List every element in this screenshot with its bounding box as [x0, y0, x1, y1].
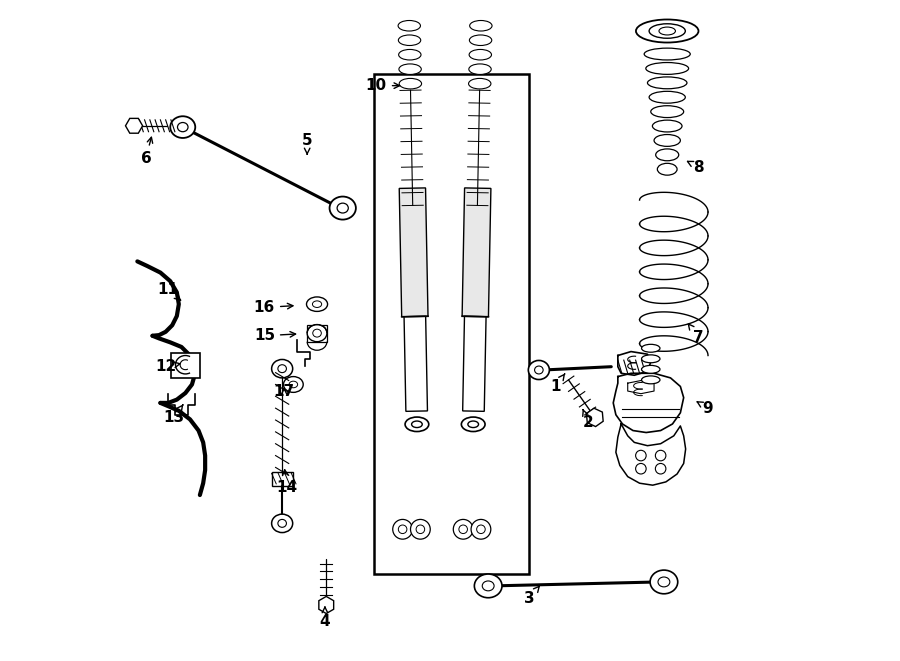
- Ellipse shape: [272, 360, 292, 378]
- Ellipse shape: [289, 381, 298, 388]
- Ellipse shape: [307, 325, 327, 342]
- Polygon shape: [616, 424, 686, 485]
- Ellipse shape: [651, 106, 684, 118]
- Ellipse shape: [469, 79, 491, 89]
- Ellipse shape: [338, 203, 348, 213]
- Ellipse shape: [272, 514, 292, 533]
- Ellipse shape: [652, 120, 682, 132]
- Ellipse shape: [468, 421, 479, 428]
- Text: 3: 3: [524, 586, 539, 606]
- Ellipse shape: [410, 520, 430, 539]
- Text: 5: 5: [302, 134, 312, 154]
- Text: 17: 17: [274, 383, 294, 399]
- Text: 15: 15: [254, 329, 295, 343]
- Ellipse shape: [313, 329, 321, 337]
- Ellipse shape: [642, 376, 660, 384]
- Ellipse shape: [329, 196, 356, 219]
- Ellipse shape: [278, 520, 286, 527]
- Ellipse shape: [392, 520, 412, 539]
- Ellipse shape: [399, 35, 420, 46]
- Ellipse shape: [636, 19, 698, 42]
- Text: 16: 16: [254, 300, 293, 315]
- Text: 6: 6: [140, 137, 153, 165]
- Text: 9: 9: [698, 401, 714, 416]
- Ellipse shape: [477, 525, 485, 533]
- Polygon shape: [400, 188, 428, 317]
- Ellipse shape: [659, 27, 675, 35]
- Ellipse shape: [654, 135, 680, 146]
- Ellipse shape: [642, 355, 660, 363]
- Circle shape: [635, 450, 646, 461]
- Text: 13: 13: [163, 405, 184, 425]
- Ellipse shape: [657, 163, 677, 175]
- Polygon shape: [613, 373, 684, 432]
- Ellipse shape: [284, 377, 303, 393]
- Ellipse shape: [454, 520, 473, 539]
- Ellipse shape: [459, 525, 467, 533]
- Ellipse shape: [647, 77, 687, 89]
- Circle shape: [655, 463, 666, 474]
- Ellipse shape: [307, 297, 328, 311]
- Ellipse shape: [644, 48, 690, 60]
- Polygon shape: [463, 317, 486, 411]
- Ellipse shape: [528, 360, 549, 379]
- Ellipse shape: [469, 50, 491, 60]
- Ellipse shape: [416, 525, 425, 533]
- Ellipse shape: [649, 24, 685, 38]
- Ellipse shape: [170, 116, 195, 138]
- Ellipse shape: [399, 64, 421, 75]
- Ellipse shape: [312, 301, 321, 307]
- Text: 14: 14: [276, 470, 297, 494]
- Ellipse shape: [462, 417, 485, 432]
- Polygon shape: [404, 317, 428, 411]
- Ellipse shape: [642, 366, 660, 373]
- Circle shape: [635, 463, 646, 474]
- Bar: [272, 472, 292, 486]
- Text: 10: 10: [365, 78, 400, 93]
- Text: 8: 8: [688, 160, 704, 175]
- Ellipse shape: [656, 149, 679, 161]
- Ellipse shape: [470, 20, 492, 31]
- Ellipse shape: [398, 20, 420, 31]
- Ellipse shape: [650, 570, 678, 594]
- Ellipse shape: [642, 344, 660, 352]
- Ellipse shape: [400, 79, 421, 89]
- Bar: [374, 74, 529, 574]
- Ellipse shape: [471, 520, 491, 539]
- Ellipse shape: [649, 91, 685, 103]
- Ellipse shape: [658, 577, 670, 587]
- Ellipse shape: [399, 50, 421, 60]
- Circle shape: [655, 450, 666, 461]
- Ellipse shape: [646, 63, 688, 75]
- Ellipse shape: [278, 365, 286, 373]
- Ellipse shape: [474, 574, 502, 598]
- Ellipse shape: [469, 64, 491, 75]
- Text: 2: 2: [582, 410, 594, 430]
- Ellipse shape: [399, 525, 407, 533]
- Text: 4: 4: [320, 607, 330, 629]
- Bar: [171, 353, 200, 378]
- Ellipse shape: [411, 421, 422, 428]
- Polygon shape: [617, 352, 651, 375]
- Ellipse shape: [535, 366, 543, 374]
- Ellipse shape: [405, 417, 428, 432]
- Polygon shape: [462, 188, 490, 317]
- Text: 7: 7: [688, 324, 704, 344]
- Ellipse shape: [177, 122, 188, 132]
- Bar: [307, 325, 327, 342]
- Text: 1: 1: [550, 374, 565, 394]
- Text: 11: 11: [158, 282, 181, 300]
- Text: 12: 12: [155, 359, 180, 374]
- Ellipse shape: [482, 581, 494, 591]
- Ellipse shape: [470, 35, 491, 46]
